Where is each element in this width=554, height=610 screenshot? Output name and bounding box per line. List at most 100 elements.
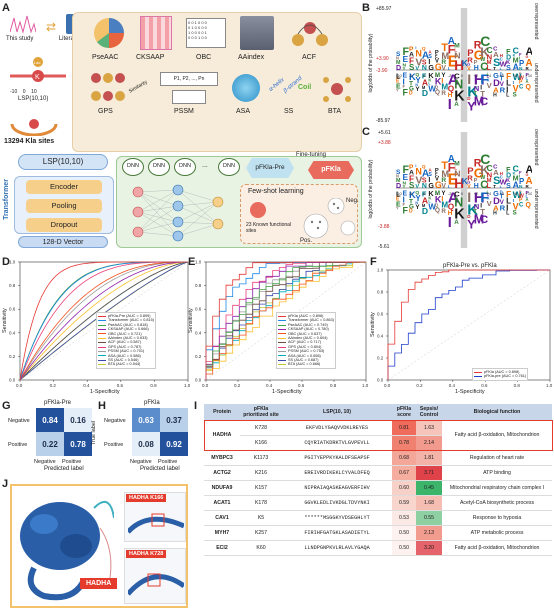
roc-legend-e: pFKla (AUC = 0.898) Transformer (AUC = 0.… xyxy=(276,312,336,369)
logo-letter: L xyxy=(506,93,510,99)
legend-entry: pFKla (AUC = 0.898) xyxy=(474,370,526,374)
logo-letter: T xyxy=(493,66,496,72)
legend-label: ASA (AUC = 0.586) xyxy=(108,353,141,358)
x-tick-label: 0.6 xyxy=(298,383,305,388)
logo-letter: A xyxy=(493,203,499,212)
logo-letter: P xyxy=(435,168,439,174)
logo-b-plot: DMNSLEEYYNEFEIFFSFAPKTGDVVNIQYNYNSAQFAMD… xyxy=(396,8,532,122)
logo-letter: L xyxy=(448,184,451,189)
legend-label: GPS (AUC = 0.804) xyxy=(288,344,322,349)
x-tick-label: 0.0 xyxy=(202,383,209,388)
acf-icon xyxy=(292,22,328,46)
cell-score: 0.53 xyxy=(392,510,416,526)
cm-row-label: Negative xyxy=(104,418,126,424)
cell-site: K60 xyxy=(240,540,282,556)
cell-site: K216 xyxy=(240,465,282,481)
logo-letter: Q xyxy=(526,84,532,91)
roc-chart-d: 0.0 0.2 0.4 0.6 0.8 1.0 0.0 0.2 0.4 0.6 0.8 1.0 1-Sp… xyxy=(2,260,190,396)
cell-site: K728 xyxy=(240,420,282,436)
logo-letter: V xyxy=(415,66,419,72)
cm-xlabel: Predicted label xyxy=(44,466,84,472)
logo-letter: N xyxy=(474,202,480,211)
logo-letter: E xyxy=(396,83,401,90)
panel-i: I Protein pFKla prioritized site LSP(10,… xyxy=(192,398,554,610)
cell-function: Acetyl-CoA biosynthetic process xyxy=(442,495,552,511)
neural-network-graphic xyxy=(132,184,224,242)
logo-c-under: underrepresented xyxy=(533,189,539,229)
pos-label: Pos. xyxy=(300,238,313,244)
logo-letter: D xyxy=(422,206,428,216)
logo-letter: C xyxy=(500,56,503,61)
aaindex-icon xyxy=(240,16,274,50)
cm-cell: 0.22 xyxy=(36,432,64,456)
cell-site: K166 xyxy=(240,435,282,451)
logo-letter: D xyxy=(422,88,428,98)
legend-entry: CKSAAP (AUC = 0.666) xyxy=(98,327,154,331)
legend-label: AAindex (AUC = 0.604) xyxy=(288,336,328,341)
logo-letter: R xyxy=(526,66,530,71)
panel-j: J HADHA HADHA K166 HADHA K728 xyxy=(0,478,190,610)
logo-b-ybot: -85.97 xyxy=(376,118,391,124)
logo-letter: K xyxy=(428,196,432,201)
logo-letter: I xyxy=(506,85,508,94)
logo-b-over: overrepresented xyxy=(533,3,539,40)
y-tick-label: 0.2 xyxy=(195,354,202,359)
logo-letter: G xyxy=(435,62,442,72)
logo-letter: Y xyxy=(396,88,399,93)
logo-letter: R xyxy=(441,90,446,97)
logo-letter: G xyxy=(409,86,414,93)
cell-protein: ACAT1 xyxy=(204,495,240,511)
cell-lsp: PGITYEPPKYKALDFSEAPSF xyxy=(282,450,392,466)
cell-score: 0.59 xyxy=(392,495,416,511)
protein-structure-graphic xyxy=(20,500,114,601)
logo-xtick: -6 xyxy=(422,73,426,78)
logo-letter: R xyxy=(441,177,446,184)
legend-swatch xyxy=(278,355,286,357)
feature-pssm: PSSM xyxy=(174,108,194,115)
logo-letter: R xyxy=(441,208,446,215)
roc-series-line xyxy=(19,261,188,381)
legend-swatch xyxy=(98,333,106,335)
cell-ratio: 1.68 xyxy=(416,495,442,511)
logo-letter: I xyxy=(506,203,508,212)
logo-letter: A xyxy=(454,219,459,226)
legend-entry: Transformer (AUC = 0.815) xyxy=(98,318,154,322)
roc-series-line xyxy=(19,261,189,381)
lsp-sequence: K Lac xyxy=(8,54,68,88)
logo-letter: A xyxy=(526,79,529,84)
table-row: ECI2 K60 LLNDPGNPKVLRLAVLYGAQA 0.50 3.20 Fatt… xyxy=(204,540,552,556)
logo-letter: K xyxy=(462,176,468,186)
cm-cell: 0.84 xyxy=(36,408,64,432)
cm-cell: 0.63 xyxy=(132,408,160,432)
logo-letter: Y xyxy=(467,217,475,231)
logo-letter: P xyxy=(526,190,530,196)
cm-cell: 0.78 xyxy=(64,432,92,456)
cell-site: K178 xyxy=(240,495,282,511)
logo-letter: M xyxy=(513,57,519,65)
logo-letter: I xyxy=(448,215,452,231)
table-row: K166 CQYRIATKDRKTVLGVPEVLL 0.78 2.14 xyxy=(204,435,552,451)
logo-letter: M xyxy=(441,169,449,179)
logo-letter: Q xyxy=(435,84,439,89)
feature-bta: BTA xyxy=(328,108,342,115)
logo-letter: I xyxy=(448,97,452,113)
logo-c-y2: -3.88 xyxy=(378,224,390,230)
cksaap-icon xyxy=(140,16,172,50)
panel-label-b: B xyxy=(362,2,370,14)
feature-ss: SS xyxy=(284,108,294,115)
cell-score: 0.78 xyxy=(392,435,416,451)
cell-score: 0.50 xyxy=(392,525,416,541)
y-tick-label: 0.6 xyxy=(195,307,202,312)
logo-letter: R xyxy=(474,40,482,52)
logo-letter: Y xyxy=(441,190,446,197)
table-row: MYBPC3 K1173 PGITYEPPKYKALDFSEAPSF 0.68 1.81… xyxy=(204,450,552,466)
logo-letter: T xyxy=(474,209,478,215)
arrow-right-icon: ⇄ xyxy=(46,20,57,34)
y-tick-label: 0.0 xyxy=(195,378,202,383)
dnn-node: DNN xyxy=(122,158,144,176)
logo-letter: M xyxy=(396,60,401,66)
logo-letter: Q xyxy=(415,72,419,78)
logo-xtick: -10 xyxy=(396,73,403,78)
table-row: CAV1 K5 ******MSGGKYVDSEGHLYT 0.53 0.55 Respo… xyxy=(204,510,552,526)
logo-letter: C xyxy=(487,193,490,197)
